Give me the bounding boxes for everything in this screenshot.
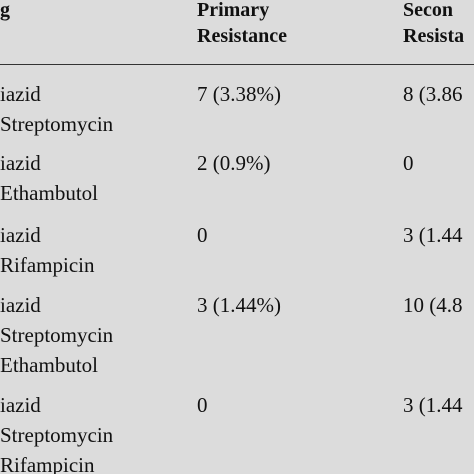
header-cell: Primary xyxy=(197,0,270,21)
resistance-value: 10 (4.8 xyxy=(403,293,463,317)
drug-name: iazid xyxy=(0,293,41,317)
drug-name: Rifampicin xyxy=(0,453,95,474)
resistance-value: 2 (0.9%) xyxy=(197,151,271,175)
drug-name: iazid xyxy=(0,393,41,417)
drug-name: Streptomycin xyxy=(0,323,114,347)
resistance-value: 0 xyxy=(197,223,208,247)
resistance-value: 3 (1.44%) xyxy=(197,293,281,317)
resistance-value: 8 (3.86 xyxy=(403,82,463,106)
resistance-value: 7 (3.38%) xyxy=(197,82,281,106)
header-cell: Secon xyxy=(403,0,453,21)
header-cell: Resista xyxy=(403,25,465,47)
drug-name: Ethambutol xyxy=(0,181,98,205)
drug-name: iazid xyxy=(0,82,41,106)
drug-name: iazid xyxy=(0,223,41,247)
header-cell: g xyxy=(0,0,10,21)
drug-name: Rifampicin xyxy=(0,253,95,277)
resistance-value: 3 (1.44 xyxy=(403,393,463,417)
drug-name: Streptomycin xyxy=(0,112,114,136)
drug-name: iazid xyxy=(0,151,41,175)
resistance-value: 0 xyxy=(403,151,414,175)
drug-name: Streptomycin xyxy=(0,423,114,447)
header-rule xyxy=(0,64,474,65)
resistance-value: 3 (1.44 xyxy=(403,223,463,247)
header-cell: Resistance xyxy=(197,25,287,47)
drug-name: Ethambutol xyxy=(0,353,98,377)
resistance-value: 0 xyxy=(197,393,208,417)
